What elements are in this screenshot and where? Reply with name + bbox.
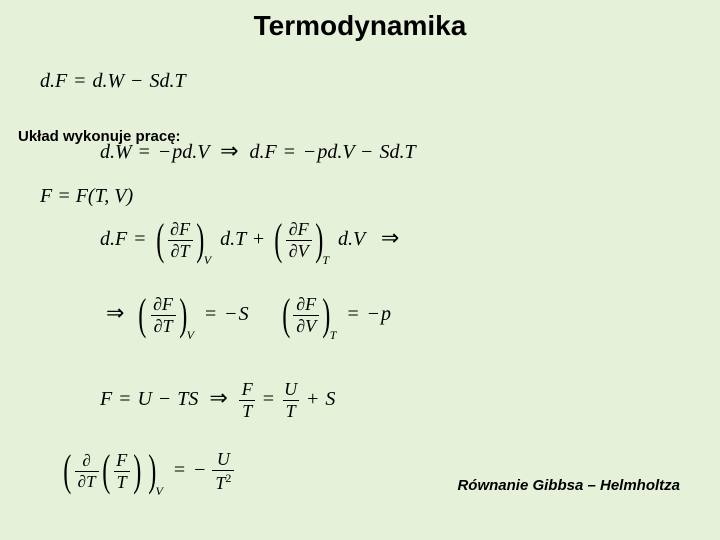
- equation-dW: d.W = −pd.V ⇒ d.F = −pd.V − Sd.T: [100, 138, 416, 164]
- equation-total-differential: d.F = ( ∂F ∂T ) V d.T + ( ∂F ∂V ) T d.V …: [100, 220, 405, 261]
- equation-gibbs-helmholtz: ( ∂ ∂T ( F T ) ) V = − U T2: [60, 450, 234, 493]
- equation-partials-SP: ⇒ ( ∂F ∂T ) V = −S ( ∂F ∂V ) T = −p: [100, 295, 391, 336]
- page-title: Termodynamika: [0, 0, 720, 42]
- equation-F-UTS: F = U − TS ⇒ F T = U T + S: [100, 380, 335, 421]
- subhead-gibbs-helmholtz: Równanie Gibbsa – Helmholtza: [457, 477, 680, 494]
- equation-FTV: F = F(T, V): [40, 185, 133, 208]
- equation-dF: d.F = d.W − Sd.T: [40, 70, 186, 93]
